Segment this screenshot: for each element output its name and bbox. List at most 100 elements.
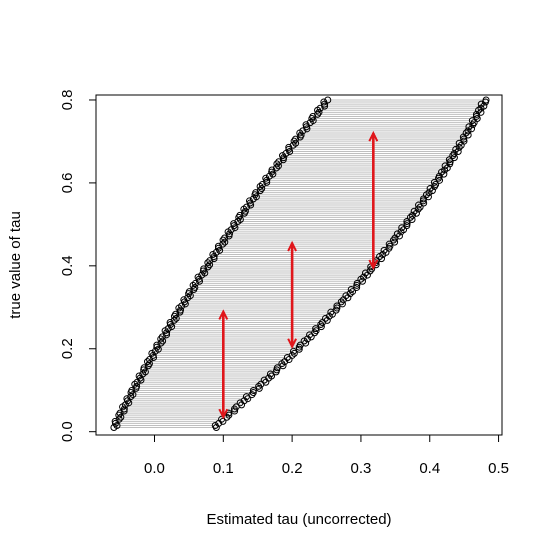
data-point: [111, 417, 119, 425]
data-point: [189, 281, 197, 289]
data-point: [206, 261, 214, 269]
data-point: [219, 240, 227, 248]
data-point: [273, 160, 281, 168]
data-point: [366, 267, 374, 275]
data-point: [314, 110, 322, 118]
data-point: [316, 104, 324, 112]
connector-lines: [113, 99, 487, 429]
x-axis: 0.0 0.1 0.2 0.3 0.4 0.5: [144, 434, 509, 477]
data-point: [324, 96, 332, 104]
data-point: [214, 244, 222, 252]
data-point: [158, 333, 166, 341]
data-point: [428, 187, 436, 195]
data-point: [321, 102, 329, 110]
data-point: [344, 294, 352, 302]
data-point: [214, 242, 222, 250]
data-point: [249, 386, 257, 394]
data-point: [322, 314, 330, 322]
data-point: [452, 145, 460, 153]
data-point: [128, 386, 136, 394]
data-point: [390, 236, 398, 244]
data-point: [342, 292, 350, 300]
data-point: [285, 143, 293, 151]
data-point: [465, 123, 473, 131]
data-point: [258, 185, 266, 193]
data-point: [258, 180, 266, 188]
x-tick-label: 0.0: [144, 460, 165, 477]
data-point: [243, 203, 251, 211]
data-point: [292, 139, 300, 147]
data-point: [123, 395, 131, 403]
data-point: [395, 232, 403, 240]
data-point: [353, 283, 361, 291]
data-point: [172, 310, 180, 318]
highlight-segments: [218, 130, 379, 420]
data-point: [414, 205, 422, 213]
data-point: [249, 389, 257, 397]
y-axis-title: true value of tau: [7, 211, 24, 319]
data-point: [154, 345, 162, 353]
data-point: [274, 162, 282, 170]
data-point: [262, 174, 270, 182]
data-point: [204, 259, 212, 267]
data-point: [440, 170, 448, 178]
data-point: [140, 364, 148, 372]
data-point: [307, 333, 315, 341]
data-point: [408, 211, 416, 219]
data-point: [255, 382, 263, 390]
data-point: [163, 329, 171, 337]
data-point: [472, 110, 480, 118]
data-point: [186, 292, 194, 300]
x-tick-label: 0.1: [213, 460, 234, 477]
data-point: [408, 215, 416, 223]
data-point: [272, 164, 280, 172]
data-point: [302, 339, 310, 347]
data-point: [146, 356, 154, 364]
data-point: [441, 162, 449, 170]
data-point: [346, 290, 354, 298]
data-point: [211, 421, 219, 429]
data-point: [462, 129, 470, 137]
data-point: [191, 283, 199, 291]
data-point: [212, 248, 220, 256]
x-tick-label: 0.5: [488, 460, 509, 477]
series-right-points: [211, 96, 490, 432]
data-point: [209, 250, 217, 258]
data-point: [424, 193, 432, 201]
data-point: [172, 314, 180, 322]
data-point: [260, 376, 268, 384]
data-point: [285, 145, 293, 153]
y-tick-label: 0.0: [59, 421, 76, 442]
data-point: [333, 304, 341, 312]
data-point: [219, 236, 227, 244]
data-point: [377, 255, 385, 263]
data-point: [275, 158, 283, 166]
x-axis-title: Estimated tau (uncorrected): [206, 511, 391, 528]
data-point: [120, 405, 128, 413]
data-point: [406, 213, 414, 221]
highlight-arrowhead: [287, 338, 298, 349]
data-point: [221, 238, 229, 246]
highlight-arrowhead: [368, 259, 379, 271]
data-point: [290, 137, 298, 145]
data-point: [240, 397, 248, 405]
data-point: [245, 197, 253, 205]
highlight-arrowhead: [287, 240, 298, 252]
data-point: [191, 279, 199, 287]
y-axis: 0.0 0.2 0.4 0.6 0.8: [59, 90, 97, 442]
data-point: [113, 421, 121, 429]
data-point: [157, 335, 165, 343]
data-point: [450, 154, 458, 162]
highlight-arrowhead: [218, 408, 229, 420]
data-point: [323, 316, 331, 324]
data-point: [241, 207, 249, 215]
data-point: [194, 273, 202, 281]
data-point: [252, 193, 260, 201]
data-point: [129, 391, 137, 399]
data-point: [315, 108, 323, 116]
data-point: [320, 98, 328, 106]
data-point: [477, 108, 485, 116]
data-point: [299, 127, 307, 135]
data-point: [263, 178, 271, 186]
